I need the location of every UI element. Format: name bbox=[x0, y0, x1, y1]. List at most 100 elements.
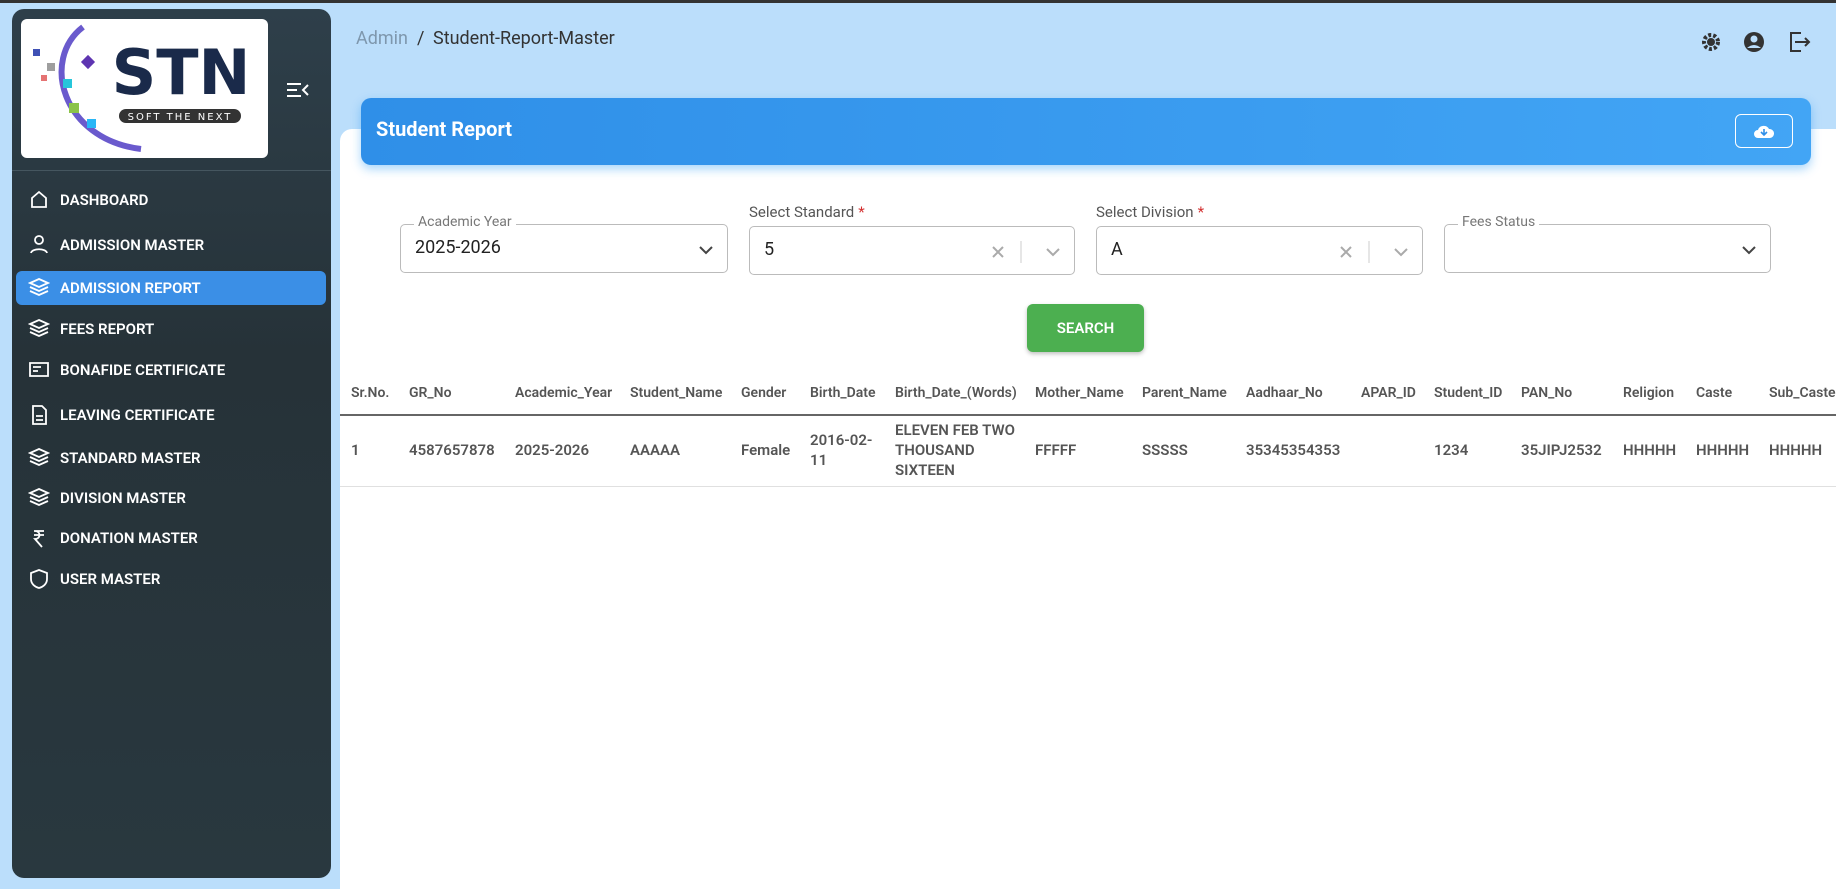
table-cell: 35JIPJ2532 bbox=[1521, 441, 1602, 459]
table-cell: AAAAA bbox=[630, 441, 681, 459]
header-line bbox=[340, 414, 1836, 416]
menu-item[interactable]: STANDARD MASTER bbox=[16, 441, 326, 475]
column-header: Religion bbox=[1623, 385, 1675, 401]
menu-icon bbox=[30, 235, 48, 254]
menu-label: BONAFIDE CERTIFICATE bbox=[60, 361, 226, 379]
menu-icon bbox=[31, 190, 47, 208]
menu-item[interactable]: DONATION MASTER bbox=[16, 521, 326, 555]
filter-icons bbox=[697, 239, 715, 265]
filter-label-text: Select Division bbox=[1096, 203, 1194, 221]
filter-label-text: Fees Status bbox=[1462, 214, 1536, 230]
sidebar: STN SOFT THE NEXT DASHBOARD ADMISSION MAS… bbox=[12, 9, 331, 878]
column-header: Academic_Year bbox=[515, 385, 613, 401]
menu-icon bbox=[33, 530, 44, 548]
card-header: Student Report bbox=[361, 98, 1811, 165]
table-cell: 1 bbox=[351, 441, 360, 459]
filter-label: Select Standard * bbox=[749, 203, 865, 221]
filter-label: Academic Year bbox=[414, 214, 516, 230]
column-header: Sub_Caste bbox=[1769, 385, 1836, 401]
menu-toggle[interactable] bbox=[286, 81, 310, 99]
dropdown-icon[interactable] bbox=[1740, 239, 1758, 261]
download-button[interactable] bbox=[1735, 114, 1793, 148]
menu-item[interactable]: ADMISSION REPORT bbox=[16, 271, 326, 305]
filter-value: 5 bbox=[764, 239, 775, 260]
cloud-icon bbox=[1754, 125, 1775, 138]
column-header: Mother_Name bbox=[1035, 385, 1124, 401]
filter-box[interactable]: A bbox=[1096, 226, 1423, 275]
filter-label-text: Select Standard bbox=[749, 203, 855, 221]
menu-item[interactable]: BONAFIDE CERTIFICATE bbox=[16, 353, 326, 387]
filter-value: A bbox=[1111, 239, 1123, 260]
menu-label: ADMISSION MASTER bbox=[60, 236, 205, 254]
menu-item[interactable]: USER MASTER bbox=[16, 562, 326, 596]
menu-icon bbox=[28, 278, 50, 296]
divider bbox=[12, 170, 331, 171]
dropdown-icon[interactable] bbox=[697, 239, 715, 261]
dropdown-icon[interactable] bbox=[1044, 241, 1062, 263]
search-button[interactable]: SEARCH bbox=[1027, 304, 1144, 352]
breadcrumb-item[interactable]: Admin bbox=[356, 28, 408, 49]
table-cell: 1234 bbox=[1434, 441, 1469, 459]
logout-icon[interactable] bbox=[1790, 32, 1811, 52]
filter-box[interactable] bbox=[1444, 224, 1771, 273]
menu-label: ADMISSION REPORT bbox=[60, 279, 201, 297]
column-header: Sr.No. bbox=[351, 385, 390, 401]
column-header: Student_Name bbox=[630, 385, 723, 401]
filter-label: Fees Status bbox=[1458, 214, 1540, 230]
table-cell: Female bbox=[741, 441, 791, 459]
top-bar bbox=[0, 0, 1836, 3]
menu-label: USER MASTER bbox=[60, 570, 161, 588]
filter-label-text: Academic Year bbox=[418, 214, 512, 230]
filter-box[interactable]: 2025-2026 bbox=[400, 224, 728, 273]
breadcrumb-item: / bbox=[417, 28, 425, 49]
column-header: Gender bbox=[741, 385, 787, 401]
menu-icon bbox=[28, 488, 50, 506]
table-cell: 2025-2026 bbox=[515, 441, 590, 459]
filter-icons bbox=[1332, 241, 1410, 267]
menu-icon bbox=[29, 362, 49, 377]
column-header: PAN_No bbox=[1521, 385, 1573, 401]
menu-label: DIVISION MASTER bbox=[60, 489, 186, 507]
logo-tagline: SOFT THE NEXT bbox=[128, 112, 233, 123]
menu-icon bbox=[28, 319, 50, 337]
account-icon[interactable] bbox=[1744, 32, 1764, 52]
top-icons bbox=[1702, 32, 1811, 52]
menu-item[interactable]: ADMISSION MASTER bbox=[16, 228, 326, 262]
column-header: Parent_Name bbox=[1142, 385, 1227, 401]
dropdown-icon[interactable] bbox=[1392, 241, 1410, 263]
menu-icon bbox=[32, 405, 47, 425]
filter-label: Select Division * bbox=[1096, 203, 1204, 221]
menu-label: DONATION MASTER bbox=[60, 529, 198, 547]
table-cell: HHHHH bbox=[1769, 441, 1823, 459]
required-mark: * bbox=[1197, 203, 1205, 221]
filter-box[interactable]: 5 bbox=[749, 226, 1075, 275]
menu-item[interactable]: FEES REPORT bbox=[16, 312, 326, 346]
table-cell: ELEVEN FEB TWO THOUSAND SIXTEEN bbox=[895, 421, 1015, 479]
table-cell: 35345354353 bbox=[1246, 441, 1341, 459]
logo-title: STN bbox=[112, 36, 251, 109]
table-cell: FFFFF bbox=[1035, 441, 1077, 459]
card-title: Student Report bbox=[376, 117, 513, 141]
filter-icons bbox=[1740, 239, 1758, 265]
menu-icon bbox=[28, 448, 50, 466]
settings-icon[interactable] bbox=[1702, 33, 1720, 51]
menu-label: STANDARD MASTER bbox=[60, 449, 201, 467]
filter-value: 2025-2026 bbox=[415, 237, 501, 258]
clear-icon[interactable] bbox=[1332, 241, 1392, 263]
menu-item[interactable]: LEAVING CERTIFICATE bbox=[16, 398, 326, 432]
menu-item[interactable]: DASHBOARD bbox=[16, 183, 326, 217]
menu-item[interactable]: DIVISION MASTER bbox=[16, 481, 326, 515]
required-mark: * bbox=[858, 203, 865, 221]
row-line bbox=[340, 486, 1836, 487]
menu-label: FEES REPORT bbox=[60, 320, 155, 338]
menu-label: DASHBOARD bbox=[60, 191, 149, 209]
logo-graphic: STN SOFT THE NEXT bbox=[33, 24, 251, 152]
table-cell: 4587657878 bbox=[409, 441, 495, 459]
clear-icon[interactable] bbox=[984, 241, 1044, 263]
table-cell: HHHHH bbox=[1696, 441, 1750, 459]
column-header: Birth_Date_(Words) bbox=[895, 385, 1017, 401]
logo[interactable]: STN SOFT THE NEXT bbox=[21, 19, 268, 158]
column-header: Aadhaar_No bbox=[1246, 385, 1323, 401]
column-header: Birth_Date bbox=[810, 385, 876, 401]
